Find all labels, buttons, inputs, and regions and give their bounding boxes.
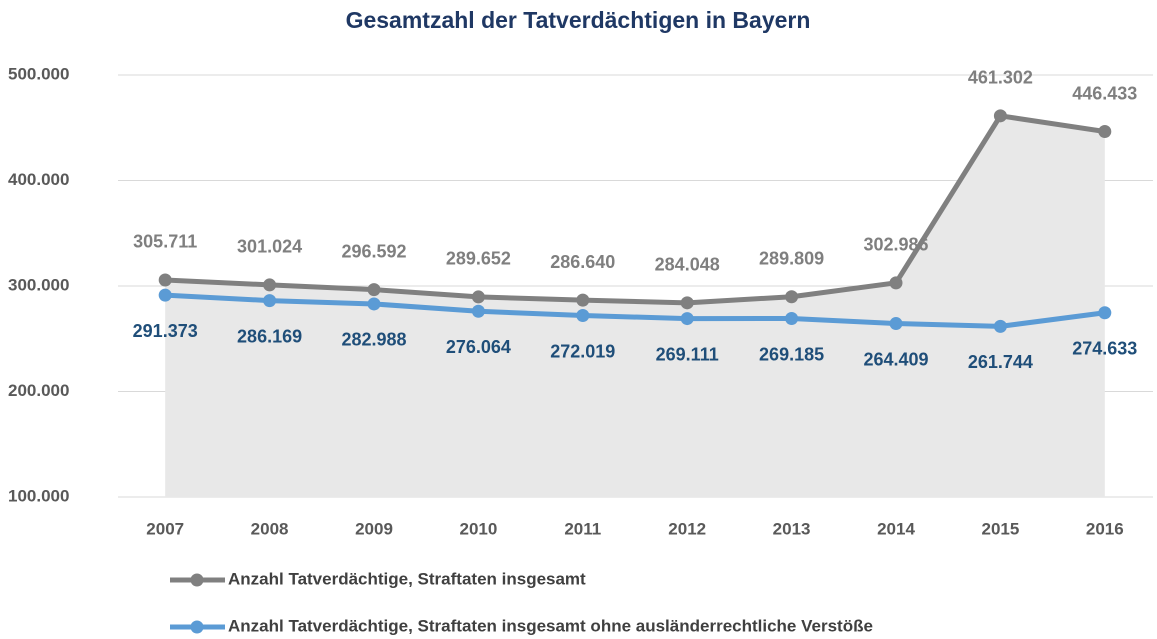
data-label: 291.373 (133, 321, 198, 341)
marker (889, 276, 903, 290)
data-label: 286.640 (550, 252, 615, 272)
x-tick-label: 2008 (251, 519, 289, 538)
marker (576, 309, 590, 323)
x-tick-label: 2010 (459, 519, 497, 538)
series-line (165, 292, 1106, 329)
x-tick-label: 2013 (773, 519, 811, 538)
marker (158, 288, 172, 302)
data-label: 301.024 (237, 237, 302, 257)
data-label: 289.652 (446, 249, 511, 269)
x-tick-label: 2009 (355, 519, 393, 538)
x-tick-label: 2011 (564, 519, 601, 538)
marker (1098, 306, 1112, 320)
marker (785, 312, 799, 326)
marker (471, 304, 485, 318)
marker (263, 278, 277, 292)
data-label: 305.711 (133, 232, 197, 252)
area (165, 115, 1105, 498)
marker (785, 290, 799, 304)
marker (576, 293, 590, 307)
marker (367, 297, 381, 311)
marker (1098, 125, 1112, 139)
legend-marker (190, 573, 204, 587)
y-tick-label: 400.000 (8, 170, 69, 189)
legend-label: Anzahl Tatverdächtige, Straftaten insges… (228, 616, 873, 635)
series-line (165, 113, 1106, 306)
y-tick-label: 100.000 (8, 486, 69, 505)
data-label: 272.019 (550, 341, 615, 361)
marker (680, 296, 694, 310)
data-label: 296.592 (341, 241, 406, 261)
chart-title: Gesamtzahl der Tatverdächtigen in Bayern (346, 7, 811, 33)
data-label: 284.048 (655, 255, 720, 275)
data-label: 276.064 (446, 337, 511, 357)
data-label: 302.986 (863, 235, 928, 255)
data-label: 446.433 (1072, 83, 1137, 103)
legend-marker (190, 620, 204, 634)
x-tick-label: 2015 (981, 519, 1019, 538)
marker (889, 317, 903, 331)
data-label: 264.409 (863, 349, 928, 369)
marker (471, 290, 485, 304)
y-tick-label: 200.000 (8, 381, 69, 400)
marker (263, 294, 277, 308)
x-tick-label: 2016 (1086, 519, 1124, 538)
data-label: 286.169 (237, 326, 302, 346)
data-label: 289.809 (759, 249, 824, 269)
data-label: 269.111 (656, 344, 719, 364)
data-label: 269.185 (759, 344, 824, 364)
marker (367, 283, 381, 297)
y-tick-label: 500.000 (8, 64, 69, 83)
data-label: 274.633 (1072, 339, 1137, 359)
marker (680, 312, 694, 326)
marker (993, 109, 1007, 123)
x-tick-label: 2014 (877, 519, 915, 538)
x-tick-label: 2012 (668, 519, 706, 538)
y-tick-label: 300.000 (8, 275, 69, 294)
data-label: 282.988 (341, 330, 406, 350)
data-label: 261.744 (968, 352, 1033, 372)
marker (993, 319, 1007, 333)
marker (158, 273, 172, 287)
legend-label: Anzahl Tatverdächtige, Straftaten insges… (228, 569, 586, 588)
x-tick-label: 2007 (146, 519, 184, 538)
data-label: 461.302 (968, 68, 1033, 88)
